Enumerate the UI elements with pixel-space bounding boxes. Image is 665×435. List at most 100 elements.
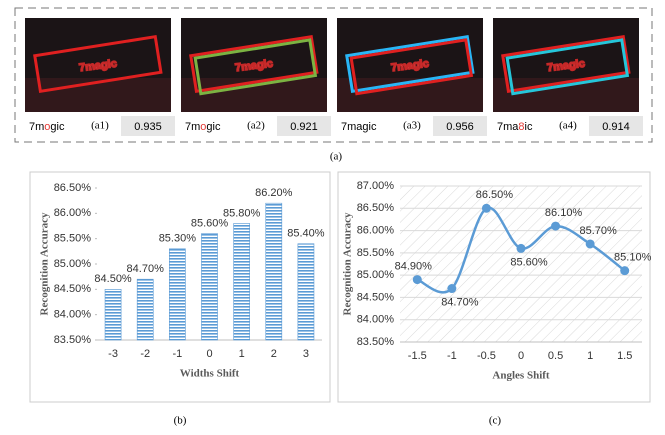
y-tick-label: 85.50% xyxy=(357,247,395,259)
prediction-box xyxy=(493,116,549,136)
data-label: 85.70% xyxy=(579,225,617,237)
score: 0.921 xyxy=(290,121,318,133)
y-tick-label: 86.50% xyxy=(54,182,92,194)
x-tick-label: 1 xyxy=(239,348,245,360)
text-box xyxy=(345,34,475,94)
y-tick-label: 85.00% xyxy=(54,258,92,270)
bar xyxy=(297,243,315,341)
item-label: (a1) xyxy=(91,120,109,132)
score: 0.956 xyxy=(446,121,474,133)
x-tick-label: -0.5 xyxy=(477,350,496,362)
prediction-part: o xyxy=(200,121,206,133)
prediction-part: 7m xyxy=(185,121,200,133)
logo-text: 7magic xyxy=(234,58,273,75)
x-tick-label: -1 xyxy=(447,350,457,362)
y-axis-title: Recognition Accuracy xyxy=(39,212,51,315)
y-tick-label: 84.50% xyxy=(54,283,92,295)
logo-text: 7magic xyxy=(390,58,429,75)
prediction-part: 7m xyxy=(29,121,44,133)
text-box xyxy=(193,38,318,96)
y-tick-label: 86.00% xyxy=(54,207,92,219)
caption: (a) xyxy=(330,151,343,163)
x-tick-label: 0 xyxy=(518,350,524,362)
y-axis-title: Recognition Accuracy xyxy=(342,212,354,315)
logo-text: 7magic xyxy=(78,58,117,75)
prediction-part: gic xyxy=(206,121,221,133)
y-tick-label: 85.00% xyxy=(357,269,395,281)
x-tick-label: -1.5 xyxy=(408,350,427,362)
prediction-part: gic xyxy=(50,121,65,133)
point xyxy=(481,203,491,213)
data-label: 84.70% xyxy=(127,263,165,275)
prediction: 7magic xyxy=(341,121,377,133)
prediction-part: 7ma xyxy=(497,121,519,133)
data-label: 85.80% xyxy=(223,207,261,219)
point xyxy=(585,239,595,249)
bar xyxy=(104,289,122,341)
text-box xyxy=(189,34,319,94)
data-label: 84.70% xyxy=(441,296,479,308)
prediction-part: o xyxy=(44,121,50,133)
y-tick-label: 83.50% xyxy=(357,336,395,348)
panel-border xyxy=(14,7,653,143)
y-tick-label: 84.00% xyxy=(54,309,92,321)
y-tick-label: 84.50% xyxy=(357,291,395,303)
prediction-box xyxy=(337,116,393,136)
score-box xyxy=(589,116,643,136)
x-tick-label: -2 xyxy=(140,348,150,360)
bar xyxy=(169,248,186,341)
x-tick-label: -1 xyxy=(172,348,182,360)
data-label: 86.20% xyxy=(255,187,293,199)
text-box xyxy=(33,34,163,94)
point xyxy=(447,284,457,294)
text-box xyxy=(501,34,631,94)
x-tick-label: 1 xyxy=(587,350,593,362)
y-tick-label: 85.50% xyxy=(54,233,92,245)
prediction: 7mogic xyxy=(29,121,65,133)
point xyxy=(620,266,630,276)
x-tick-label: 3 xyxy=(303,348,309,360)
data-label: 86.10% xyxy=(545,207,583,219)
point xyxy=(412,275,422,285)
x-tick-label: 0.5 xyxy=(548,350,563,362)
data-label: 85.60% xyxy=(510,256,548,268)
prediction-part: 7magic xyxy=(341,121,377,133)
logo-text: 7magic xyxy=(546,58,585,75)
score-box xyxy=(121,116,175,136)
point xyxy=(516,243,526,253)
caption: (c) xyxy=(489,415,502,427)
y-tick-label: 86.50% xyxy=(357,202,395,214)
x-tick-label: 2 xyxy=(271,348,277,360)
prediction: 7ma8ic xyxy=(497,121,533,133)
y-tick-label: 87.00% xyxy=(357,180,395,192)
prediction: 7mogic xyxy=(185,121,221,133)
score: 0.914 xyxy=(602,121,630,133)
x-tick-label: -3 xyxy=(108,348,118,360)
data-label: 84.50% xyxy=(94,273,132,285)
plot-hatch xyxy=(400,186,642,342)
y-tick-label: 86.00% xyxy=(357,224,395,236)
bar xyxy=(201,233,218,341)
bar xyxy=(265,202,283,341)
data-label: 85.60% xyxy=(191,218,229,230)
y-tick-label: 83.50% xyxy=(54,334,92,346)
point xyxy=(551,221,561,231)
data-label: 85.40% xyxy=(287,228,325,240)
x-tick-label: 1.5 xyxy=(617,350,632,362)
item-label: (a2) xyxy=(247,120,265,132)
text-box xyxy=(505,38,630,96)
data-label: 86.50% xyxy=(476,189,514,201)
x-axis-title: Angles Shift xyxy=(492,370,549,382)
score: 0.935 xyxy=(134,121,162,133)
prediction-box xyxy=(25,116,81,136)
bar xyxy=(233,223,250,341)
text-box xyxy=(349,38,474,96)
prediction-part: ic xyxy=(525,121,533,133)
item-label: (a4) xyxy=(559,120,577,132)
y-tick-label: 84.00% xyxy=(357,314,395,326)
data-label: 85.30% xyxy=(159,233,197,245)
caption: (b) xyxy=(174,415,187,427)
x-axis-title: Widths Shift xyxy=(180,368,240,380)
